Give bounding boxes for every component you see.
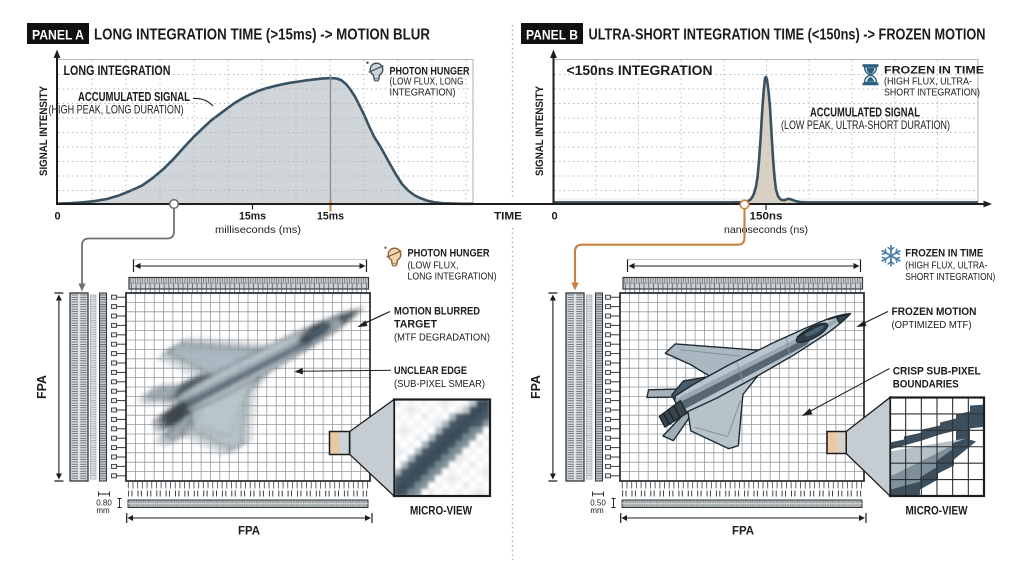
svg-text:FROZEN MOTION: FROZEN MOTION	[892, 306, 977, 318]
svg-text:CRISP SUB-PIXEL: CRISP SUB-PIXEL	[893, 366, 981, 378]
svg-text:150ns: 150ns	[750, 211, 783, 223]
svg-text:(MTF DEGRADATION): (MTF DEGRADATION)	[394, 332, 490, 344]
svg-text:0.80: 0.80	[96, 499, 112, 508]
svg-text:FROZEN IN TIME: FROZEN IN TIME	[884, 65, 984, 77]
svg-text:15ms: 15ms	[239, 211, 266, 223]
svg-text:(HIGH FLUX, ULTRA-: (HIGH FLUX, ULTRA-	[905, 259, 987, 271]
svg-text:SIGNAL INTENSITY: SIGNAL INTENSITY	[38, 85, 50, 176]
svg-text:TIME: TIME	[494, 211, 522, 223]
svg-text:TARGET: TARGET	[394, 319, 437, 331]
svg-text:<150ns INTEGRATION: <150ns INTEGRATION	[567, 63, 713, 78]
svg-text:(OPTIMIZED MTF): (OPTIMIZED MTF)	[892, 319, 972, 331]
svg-text:(HIGH PEAK, LONG DURATION): (HIGH PEAK, LONG DURATION)	[49, 103, 184, 117]
svg-text:MOTION BLURRED: MOTION BLURRED	[394, 306, 480, 318]
svg-text:FPA: FPA	[529, 375, 543, 399]
svg-text:(LOW FLUX,: (LOW FLUX,	[408, 259, 459, 271]
svg-text:PANEL A: PANEL A	[32, 27, 84, 43]
svg-text:0: 0	[54, 211, 60, 223]
svg-text:milliseconds (ms): milliseconds (ms)	[215, 224, 301, 236]
svg-text:LONG INTEGRATION): LONG INTEGRATION)	[408, 270, 497, 282]
svg-text:BOUNDARIES: BOUNDARIES	[893, 379, 959, 391]
svg-text:FPA: FPA	[35, 375, 49, 399]
svg-text:(SUB-PIXEL SMEAR): (SUB-PIXEL SMEAR)	[394, 378, 485, 390]
svg-text:(LOW FLUX, LONG: (LOW FLUX, LONG	[390, 76, 464, 88]
svg-text:0: 0	[551, 211, 557, 223]
svg-text:PANEL B: PANEL B	[526, 27, 578, 43]
svg-text:LONG INTEGRATION TIME (>15ms): LONG INTEGRATION TIME (>15ms) -> MOTION …	[94, 27, 430, 44]
svg-text:nanoseconds (ns): nanoseconds (ns)	[724, 224, 808, 236]
svg-text:FPA: FPA	[238, 524, 260, 538]
svg-text:(HIGH FLUX, ULTRA-: (HIGH FLUX, ULTRA-	[884, 76, 972, 88]
svg-text:PHOTON HUNGER: PHOTON HUNGER	[390, 65, 470, 77]
svg-text:UNCLEAR EDGE: UNCLEAR EDGE	[394, 365, 467, 377]
svg-text:LONG INTEGRATION: LONG INTEGRATION	[64, 63, 171, 78]
svg-text:ACCUMULATED SIGNAL: ACCUMULATED SIGNAL	[78, 89, 190, 104]
svg-text:ULTRA-SHORT INTEGRATION TIME (: ULTRA-SHORT INTEGRATION TIME (<150ns) ->…	[589, 27, 986, 44]
svg-text:MICRO-VIEW: MICRO-VIEW	[906, 506, 968, 518]
svg-text:mm: mm	[96, 506, 110, 515]
svg-text:mm: mm	[590, 506, 604, 515]
svg-text:MICRO-VIEW: MICRO-VIEW	[410, 506, 472, 518]
svg-text:0.50: 0.50	[590, 499, 606, 508]
svg-text:FPA: FPA	[732, 524, 754, 538]
svg-text:FROZEN IN TIME: FROZEN IN TIME	[905, 248, 983, 260]
svg-text:SHORT INTEGRATION): SHORT INTEGRATION)	[884, 87, 980, 99]
svg-text:(LOW PEAK, ULTRA-SHORT DURATIO: (LOW PEAK, ULTRA-SHORT DURATION)	[781, 118, 950, 132]
svg-text:INTEGRATION): INTEGRATION)	[390, 87, 456, 99]
svg-text:PHOTON HUNGER: PHOTON HUNGER	[408, 248, 490, 260]
svg-text:ACCUMULATED SIGNAL: ACCUMULATED SIGNAL	[810, 105, 920, 120]
svg-text:SIGNAL INTENSITY: SIGNAL INTENSITY	[534, 85, 546, 176]
svg-text:15ms: 15ms	[317, 211, 344, 223]
svg-text:SHORT INTEGRATION): SHORT INTEGRATION)	[905, 271, 995, 283]
